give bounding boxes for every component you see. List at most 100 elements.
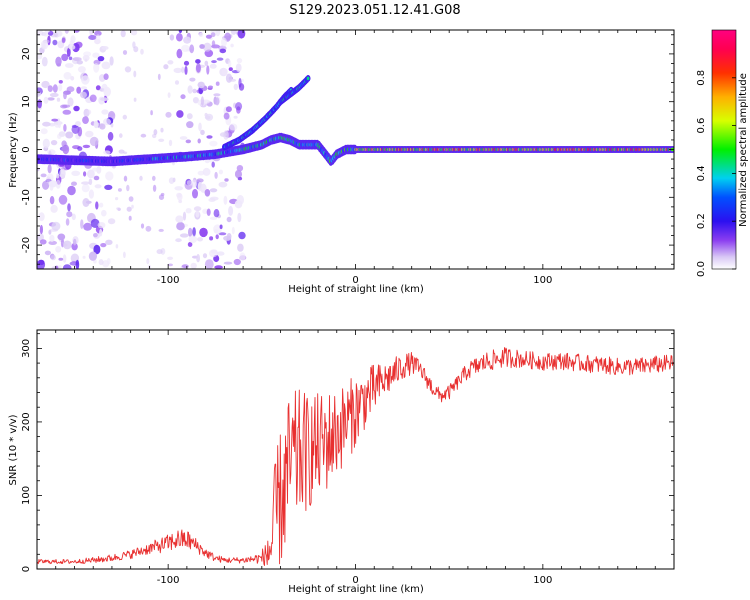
- spectrogram-blob: [236, 58, 243, 64]
- spectrogram-blob: [59, 168, 66, 179]
- spectrogram-blob: [207, 85, 214, 89]
- spectrogram-blob: [37, 30, 43, 33]
- spectrogram-blob: [47, 97, 55, 101]
- spectrogram-blob: [61, 146, 69, 152]
- snr-y-tick-label: 0: [21, 566, 32, 572]
- spectrogram-blob: [167, 263, 173, 267]
- spectrogram-blob: [55, 56, 62, 67]
- spectrogram-blob: [192, 97, 199, 104]
- spectrogram-blob: [239, 252, 246, 261]
- spectrogram-blob: [188, 227, 193, 237]
- spectrogram-blob: [184, 65, 188, 75]
- spectrogram-blob: [199, 227, 208, 238]
- spectrogram-blob: [103, 73, 109, 80]
- spectrogram-blob: [237, 176, 243, 181]
- snr-x-tick-label: -100: [157, 575, 180, 586]
- spectrogram-blob: [211, 161, 215, 168]
- spectrogram-blob: [169, 34, 175, 41]
- spectrogram-blob: [77, 146, 83, 151]
- spectrogram-blob: [83, 222, 92, 231]
- spectrogram-blob: [180, 94, 186, 100]
- spectrogram-blob: [88, 251, 97, 261]
- spectrogram-blob: [185, 139, 191, 144]
- spectrogram-blob: [118, 149, 125, 154]
- spectrogram-blob: [160, 127, 164, 133]
- spectrogram-blob: [167, 256, 174, 260]
- spectrogram-blob: [71, 242, 78, 251]
- spectrogram-blob: [58, 80, 63, 84]
- spectrogram-blob: [181, 264, 189, 269]
- spectrogram-blob: [209, 140, 218, 147]
- spectrogram-blob: [82, 255, 86, 259]
- spectrogram-blob: [223, 195, 228, 205]
- spectrogram-blob: [100, 243, 107, 248]
- spectrogram-blob: [107, 218, 116, 225]
- spectrogram-blob: [49, 228, 59, 232]
- spectrogram-blob: [167, 60, 174, 65]
- spectrogram-blob: [140, 133, 147, 138]
- spectrogram-blob: [95, 201, 99, 210]
- snr-x-axis-label: Height of straight line (km): [288, 584, 424, 595]
- spectrogram-blob: [41, 80, 50, 89]
- spectrogram-blob: [213, 209, 220, 218]
- spectrogram-x-tick-label: -100: [157, 275, 180, 286]
- spectrogram-blob: [94, 184, 102, 189]
- spectrogram-blob: [41, 56, 48, 67]
- spectrogram-blob: [110, 123, 114, 128]
- spectrogram-blob: [228, 205, 234, 216]
- spectrogram-blob: [82, 116, 89, 124]
- spectrogram-blob: [218, 232, 227, 236]
- spectrogram-blob: [221, 37, 227, 47]
- spectrogram-blob: [211, 60, 217, 64]
- spectrogram-blob: [103, 118, 111, 126]
- spectrogram-blob: [190, 262, 197, 269]
- spectrogram-blob: [115, 244, 119, 249]
- spectrogram-blob: [58, 257, 64, 261]
- spectrogram-blob: [93, 233, 98, 238]
- spectrogram-blob: [196, 178, 204, 183]
- spectrogram-blob: [55, 179, 61, 189]
- figure-title: S129.2023.051.12.41.G08: [289, 3, 460, 18]
- spectrogram-blob: [52, 39, 58, 46]
- spectrogram-blob: [56, 173, 60, 179]
- spectrogram-blob: [214, 171, 218, 179]
- spectrogram-blob: [61, 37, 66, 44]
- spectrogram-blob: [88, 35, 97, 40]
- spectrogram-blob: [193, 206, 202, 212]
- spectrogram-blob: [77, 66, 86, 73]
- spectrogram-blob: [66, 47, 71, 57]
- colorbar-tick-label: 0.8: [696, 70, 707, 86]
- spectrogram-blob: [101, 209, 107, 217]
- spectrogram-blob: [47, 85, 53, 92]
- spectrogram-blob: [204, 60, 209, 66]
- spectrogram-x-axis-label: Height of straight line (km): [288, 284, 424, 295]
- spectrogram-blob: [197, 138, 201, 144]
- spectrogram-blob: [99, 202, 104, 208]
- spectrogram-blob: [48, 240, 57, 245]
- spectrogram-blob: [197, 181, 203, 191]
- spectrogram-blob: [50, 255, 56, 261]
- spectrogram-blob: [37, 53, 43, 60]
- spectrogram-blob: [199, 44, 205, 49]
- spectrogram-blob: [119, 133, 123, 138]
- spectrogram-blob: [216, 251, 225, 256]
- colorbar: 0.0 0.2 0.4 0.6 0.8 Normalized spectral ampl…: [696, 29, 749, 277]
- spectrogram-blob: [181, 66, 185, 74]
- spectrogram-x-tick-label: 100: [533, 275, 552, 286]
- spectrogram-blob: [87, 169, 95, 179]
- spectrogram-blob: [63, 72, 72, 80]
- spectrogram-blob: [124, 66, 132, 73]
- spectrogram-blob: [203, 42, 212, 52]
- spectrogram-blob: [209, 216, 218, 220]
- spectrogram-blob: [226, 233, 232, 240]
- spectrogram-blob: [219, 48, 227, 54]
- spectrogram-blob: [62, 240, 72, 250]
- spectrogram-blob: [186, 113, 193, 120]
- spectrogram-blob: [87, 109, 92, 115]
- spectrogram-blob: [102, 260, 110, 268]
- spectrogram-blob: [97, 222, 106, 229]
- colorbar-label: Normalized spectral amplitude: [738, 73, 749, 227]
- spectrogram-blob: [123, 251, 126, 258]
- spectrogram-blob: [198, 122, 202, 132]
- colorbar-gradient: [711, 29, 737, 270]
